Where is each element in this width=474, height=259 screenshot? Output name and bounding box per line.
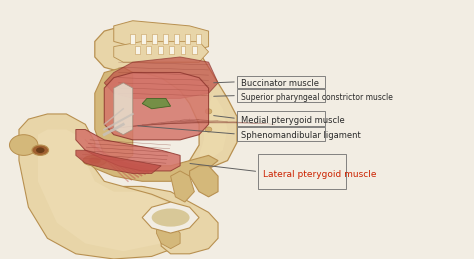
Ellipse shape [152, 208, 190, 227]
Polygon shape [171, 171, 194, 202]
Polygon shape [199, 93, 228, 161]
Bar [237, 111, 325, 126]
Ellipse shape [201, 91, 207, 96]
Polygon shape [142, 98, 171, 109]
Bar [192, 46, 197, 54]
Ellipse shape [83, 155, 107, 166]
Ellipse shape [89, 157, 101, 164]
Polygon shape [85, 155, 218, 181]
Polygon shape [114, 41, 209, 62]
Polygon shape [114, 21, 209, 52]
Bar [258, 154, 346, 189]
Bar [237, 89, 325, 102]
Bar [130, 34, 135, 44]
Polygon shape [190, 166, 218, 197]
Polygon shape [156, 212, 180, 249]
Polygon shape [38, 130, 175, 251]
Bar [237, 127, 325, 141]
Ellipse shape [9, 135, 38, 155]
Polygon shape [142, 202, 199, 233]
Ellipse shape [36, 147, 45, 153]
Ellipse shape [32, 145, 49, 155]
Polygon shape [76, 130, 180, 171]
Bar [196, 34, 201, 44]
Polygon shape [95, 26, 237, 176]
Bar [141, 34, 146, 44]
Bar [185, 34, 191, 44]
Text: Buccinator muscle: Buccinator muscle [241, 79, 319, 88]
Bar [152, 34, 157, 44]
Polygon shape [104, 73, 209, 140]
Bar [181, 46, 185, 54]
Text: Lateral pterygoid muscle: Lateral pterygoid muscle [263, 170, 376, 179]
Bar [163, 34, 168, 44]
Polygon shape [114, 83, 133, 135]
Bar [135, 46, 140, 54]
Polygon shape [19, 114, 190, 259]
Polygon shape [104, 57, 218, 98]
Text: Medial pterygoid muscle: Medial pterygoid muscle [241, 116, 345, 125]
Bar [174, 34, 179, 44]
Text: Superior pharyngeal constrictor muscle: Superior pharyngeal constrictor muscle [241, 93, 392, 102]
Text: Sphenomandibular ligament: Sphenomandibular ligament [241, 132, 361, 140]
Polygon shape [123, 186, 218, 254]
Bar [158, 46, 163, 54]
Ellipse shape [205, 127, 212, 132]
Ellipse shape [205, 109, 212, 114]
Bar [237, 76, 325, 88]
Polygon shape [95, 67, 133, 161]
Bar [169, 46, 174, 54]
Polygon shape [76, 150, 161, 174]
Bar [146, 46, 151, 54]
